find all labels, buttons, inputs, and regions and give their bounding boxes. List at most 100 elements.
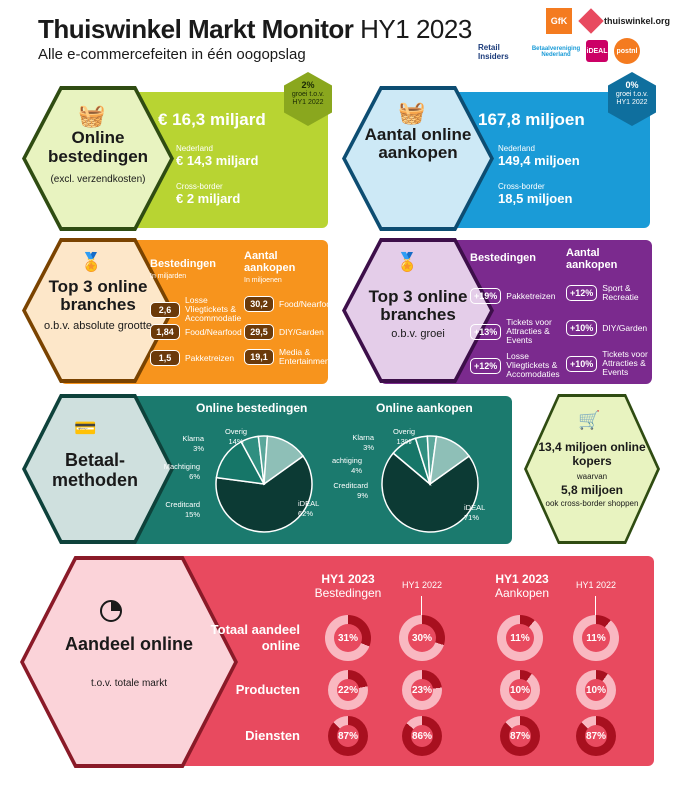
pie-label: iDEAL <box>298 499 319 508</box>
pie-value-label: 3% <box>363 443 374 452</box>
share-ring: 23% <box>402 670 442 710</box>
payment-title: Betaal-methoden <box>51 450 138 490</box>
pie-value-label: 14% <box>228 437 243 446</box>
shoppers-waarvan: waarvan <box>576 472 608 481</box>
online-purchases-growth-text: groei t.o.v. HY1 2022 <box>615 91 649 106</box>
payment-card-icon: 💳 <box>74 418 97 438</box>
share-ring: 86% <box>402 716 442 756</box>
online-spend-title: Online bestedingen <box>47 128 149 166</box>
share-ring-value: 11% <box>506 624 534 652</box>
cart-icon: 🛒 <box>578 410 601 430</box>
top3-size-col2-unit: In miljoenen <box>244 277 282 284</box>
online-purchases-nl-label: Nederland <box>498 144 535 153</box>
online-spend-cb-value: € 2 miljard <box>176 191 241 206</box>
shoppers-cb-value: 5,8 miljoen <box>560 483 624 497</box>
online-spend-nl-value: € 14,3 miljard <box>176 153 259 168</box>
list-item: 29,5 DIY/Garden <box>244 324 324 340</box>
share-ring-value: 23% <box>411 679 433 701</box>
pie-slice-ideal <box>215 455 313 533</box>
online-spend-growth-text: groei t.o.v. HY1 2022 <box>291 91 325 106</box>
online-purchases-nl-value: 149,4 miljoen <box>498 153 580 168</box>
share-ring: 22% <box>328 670 368 710</box>
online-spend-cb-label: Cross-border <box>176 182 223 191</box>
pie-slice-overig <box>429 435 471 486</box>
shoppers-hex <box>527 397 657 541</box>
pie-value-label: 6% <box>189 472 200 481</box>
share-ring-value: 87% <box>337 725 359 747</box>
share-subtitle: t.o.v. totale markt <box>91 678 167 689</box>
top3-growth-title: Top 3 online branches <box>368 287 468 324</box>
thuiswinkel-logo: thuiswinkel.org <box>578 8 672 34</box>
share-ring-value: 30% <box>408 624 436 652</box>
pie-label: Klarna <box>182 434 205 443</box>
pie2-title: Online aankopen <box>376 401 473 415</box>
pie-value-label: 4% <box>351 466 362 475</box>
col-spend-prev: HY1 2022 <box>401 580 443 590</box>
share-ring: 87% <box>500 716 540 756</box>
pie-value-label: 9% <box>357 491 368 500</box>
online-spend-note: (excl. verzendkosten) <box>50 174 146 185</box>
online-spend-growth-pct: 2% <box>301 80 315 90</box>
list-item: 1,5 Pakketreizen <box>150 350 234 366</box>
list-item: 1,84 Food/Nearfood <box>150 324 242 340</box>
top3-size-col2-title: Aantal aankopen <box>244 250 296 274</box>
shoppers-cb-text: ook cross-border shoppen <box>545 499 639 508</box>
award-icon: 🏅 <box>396 252 419 272</box>
list-item: +12% Sport & Recreatie <box>566 284 646 302</box>
list-item: 2,6 Losse Vliegtickets & Accommodatie <box>150 296 249 323</box>
online-purchases-title: Aantal online aankopen <box>364 125 472 162</box>
col-buy-prev: HY1 2022 <box>575 580 617 590</box>
row-label-total: Totaal aandeel online <box>210 622 300 653</box>
share-ring-value: 87% <box>585 725 607 747</box>
share-ring-value: 86% <box>411 725 433 747</box>
share-ring: 87% <box>576 716 616 756</box>
pie-value-label: 3% <box>193 444 204 453</box>
pie-label: Overig <box>225 427 247 436</box>
pie-value-label: 15% <box>185 510 200 519</box>
share-title: Aandeel online <box>64 634 194 654</box>
top3-growth-col1-title: Bestedingen <box>470 252 537 264</box>
col-spend-title: HY1 2023 <box>321 572 375 586</box>
postnl-logo: postnl <box>614 38 640 64</box>
top3-growth-subtitle: o.b.v. groei <box>391 328 445 340</box>
gfk-logo: GfK <box>546 8 572 34</box>
list-item: +19% Pakketreizen <box>470 288 555 304</box>
share-ring: 11% <box>573 615 619 661</box>
pie-label: Creditcard <box>333 481 368 490</box>
online-purchases-total: 167,8 miljoen <box>478 110 585 129</box>
list-item: +12% Losse Vliegtickets & Accomodaties <box>470 352 566 379</box>
pie-label: Klarna <box>352 433 375 442</box>
share-ring: 87% <box>328 716 368 756</box>
pie-label: Machtiging <box>164 462 200 471</box>
pie-label: Machtiging <box>332 456 362 465</box>
share-ring-value: 11% <box>582 624 610 652</box>
basket-icon: 🧺 <box>78 103 106 128</box>
share-ring: 30% <box>399 615 445 661</box>
online-spend-growth-badge <box>284 72 332 126</box>
online-purchases-cb-value: 18,5 miljoen <box>498 191 573 206</box>
period-label: HY1 2023 <box>360 14 472 44</box>
online-purchases-growth-badge <box>608 72 656 126</box>
list-item: 19,1 Media & Entertainment <box>244 348 335 366</box>
betaalvereniging-logo: Betaalvereniging Nederland <box>531 46 581 58</box>
pie-label: iDEAL <box>464 503 485 512</box>
ideal-logo: iDEAL <box>586 40 608 62</box>
pie-slice-ideal <box>381 452 479 533</box>
award-icon: 🏅 <box>80 252 103 272</box>
top3-size-subtitle: o.b.v. absolute grootte <box>43 320 153 332</box>
connector-line <box>421 596 422 620</box>
top3-growth-hex <box>346 242 490 379</box>
pie-label: Creditcard <box>165 500 200 509</box>
online-spend-total: € 16,3 miljard <box>158 110 266 129</box>
online-spend-nl-label: Nederland <box>176 144 213 153</box>
top3-size-title: Top 3 online branches <box>48 277 148 314</box>
connector-line <box>595 596 596 620</box>
list-item: 30,2 Food/Nearfood <box>244 296 336 312</box>
share-ring-value: 87% <box>509 725 531 747</box>
pie-label: Overig <box>393 427 415 436</box>
col-spend-sub: Bestedingen <box>314 586 382 600</box>
retail-insiders-logo: Retail Insiders <box>478 43 509 61</box>
online-purchases-growth-pct: 0% <box>625 80 639 90</box>
top3-size-hex <box>26 242 170 379</box>
